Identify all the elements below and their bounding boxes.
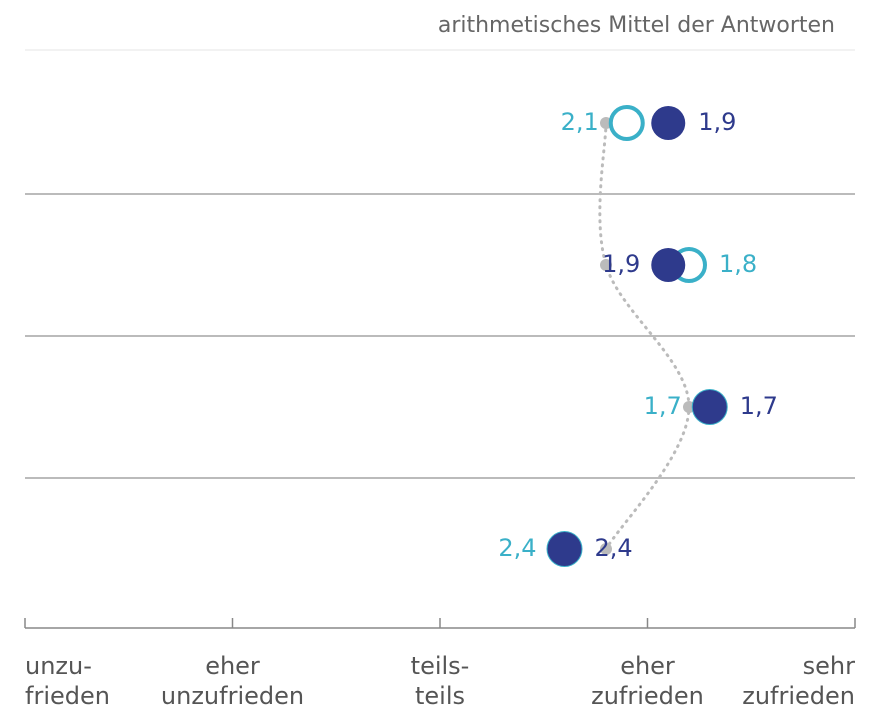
trend-dot	[600, 543, 612, 555]
dot-filled	[651, 106, 686, 140]
x-tick-label: teils-teils	[411, 652, 470, 710]
x-tick-label-line: sehr	[803, 652, 855, 680]
x-tick-label-line: teils-	[411, 652, 470, 680]
x-tick-label: sehr zufrieden	[742, 652, 855, 710]
value-label: 2,4	[498, 534, 536, 562]
x-tick-label: unzu-frieden	[25, 652, 110, 710]
trend-dot	[683, 401, 695, 413]
x-tick-label-line: zufrieden	[591, 682, 704, 710]
dot-filled	[651, 248, 686, 282]
value-label: 2,1	[561, 108, 599, 136]
value-label: 1,7	[644, 392, 682, 420]
x-tick-label-line: zufrieden	[742, 682, 855, 710]
x-tick-label-line: frieden	[25, 682, 110, 710]
x-tick-label-line: unzu-	[25, 652, 92, 680]
x-tick-label-line: unzufrieden	[161, 682, 304, 710]
trend-dot	[600, 259, 612, 271]
dot-filled	[692, 390, 727, 424]
x-tick-label-line: eher	[205, 652, 260, 680]
dot-filled	[547, 532, 582, 566]
chart-title: arithmetisches Mittel der Antworten	[438, 13, 835, 38]
trend-line	[598, 121, 691, 551]
value-label: 2,4	[595, 534, 633, 562]
x-tick-label: eher unzufrieden	[161, 652, 304, 710]
trend-dot	[600, 117, 612, 129]
x-tick-label-line: eher	[620, 652, 675, 680]
value-label: 1,9	[698, 108, 736, 136]
value-label: 1,7	[740, 392, 778, 420]
value-label: 1,9	[602, 250, 640, 278]
dot-hollow	[608, 105, 645, 141]
x-tick-label-line: teils	[415, 682, 465, 710]
x-tick-label: eher zufrieden	[591, 652, 704, 710]
value-label: 1,8	[719, 250, 757, 278]
